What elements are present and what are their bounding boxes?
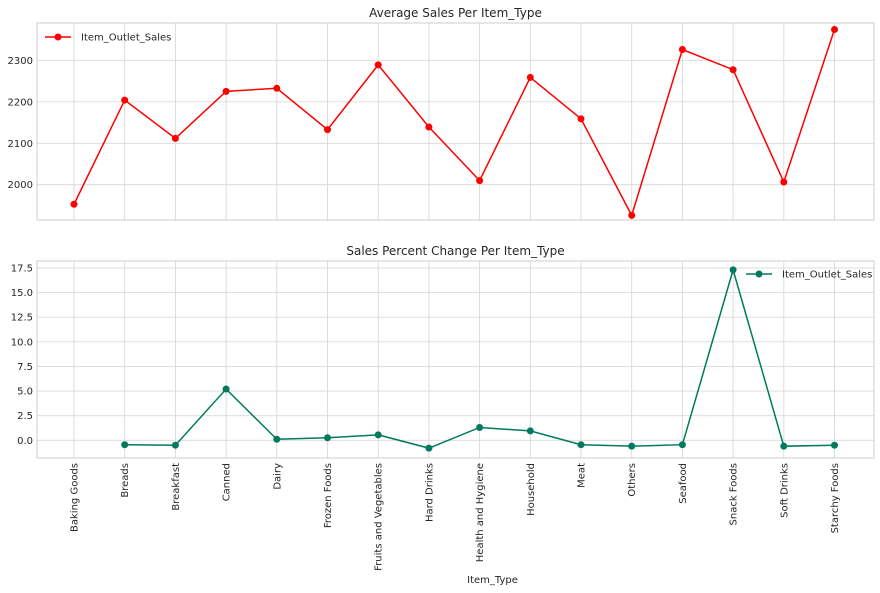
data-point (273, 84, 281, 92)
x-tick-label: Seafood (678, 463, 689, 504)
data-point (678, 441, 686, 449)
x-tick-label: Snack Foods (729, 463, 740, 525)
chart-title: Average Sales Per Item_Type (369, 6, 542, 20)
y-tick-label: 17.5 (11, 263, 33, 274)
y-tick-label: 12.5 (11, 313, 33, 324)
data-point (222, 87, 230, 95)
data-point (171, 441, 179, 449)
x-tick-label: Household (526, 463, 537, 516)
plot-area (37, 23, 874, 220)
data-point (729, 66, 737, 74)
data-point (476, 177, 484, 185)
data-point (222, 385, 230, 393)
series-line (73, 29, 836, 218)
data-point (374, 431, 382, 439)
data-point (780, 178, 788, 186)
y-tick-label: 2300 (8, 56, 33, 67)
x-tick-label: Breakfast (171, 463, 182, 511)
legend-label: Item_Outlet_Sales (81, 33, 171, 44)
data-point (374, 61, 382, 69)
y-tick-label: 7.5 (17, 362, 33, 373)
x-tick-label: Hard Drinks (424, 463, 435, 522)
data-point (780, 442, 788, 450)
y-tick-label: 10.0 (11, 337, 33, 348)
data-point (831, 441, 838, 449)
data-point (577, 441, 585, 449)
legend-label: Item_Outlet_Sales (782, 270, 872, 281)
data-point (526, 427, 534, 435)
data-point (121, 441, 129, 449)
legend-marker (54, 33, 62, 41)
x-tick-label: Health and Hygiene (475, 463, 486, 562)
x-tick-label: Breads (120, 463, 131, 498)
x-tick-label: Others (627, 463, 638, 497)
y-tick-label: 2200 (8, 97, 33, 108)
x-tick-label: Fruits and Vegetables (374, 463, 385, 571)
y-tick-label: 15.0 (11, 288, 33, 299)
data-point (831, 25, 838, 33)
data-point (425, 123, 433, 131)
data-point (324, 434, 331, 442)
plot-border (36, 260, 875, 459)
y-tick-label: 0.0 (17, 436, 33, 447)
y-tick-label: 2100 (8, 139, 33, 150)
x-tick-label: Baking Goods (70, 463, 81, 532)
x-tick-label: Meat (577, 463, 588, 488)
plot-area (37, 261, 874, 458)
y-tick-label: 5.0 (17, 387, 33, 398)
y-tick-label: 2.5 (17, 411, 33, 422)
x-tick-label: Starchy Foods (830, 463, 841, 533)
average-sales-chart: 2000 2100 2200 2300 Average Sales Per Item_T… (8, 6, 875, 221)
data-point (577, 115, 585, 123)
data-point (273, 435, 281, 443)
x-tick-label: Frozen Foods (323, 463, 334, 528)
y-tick-label: 2000 (8, 180, 33, 191)
data-point (70, 200, 78, 208)
plot-border (36, 22, 875, 221)
legend-marker (755, 270, 763, 278)
percent-change-chart: 0.0 2.5 5.0 7.5 10.0 12.5 15.0 17.5 Sales Percen… (11, 244, 875, 586)
data-point (628, 442, 636, 450)
data-point (729, 266, 737, 274)
data-point (324, 126, 331, 134)
data-point (476, 423, 484, 431)
x-axis-label: Item_Type (467, 575, 518, 586)
data-point (425, 444, 433, 452)
chart-title: Sales Percent Change Per Item_Type (346, 244, 564, 258)
x-tick-label: Soft Drinks (779, 463, 790, 518)
x-tick-label: Canned (222, 463, 233, 501)
data-point (628, 211, 636, 219)
data-point (171, 134, 179, 142)
data-point (526, 73, 534, 81)
data-point (678, 46, 686, 54)
data-point (121, 96, 129, 104)
x-tick-label: Dairy (272, 463, 283, 490)
